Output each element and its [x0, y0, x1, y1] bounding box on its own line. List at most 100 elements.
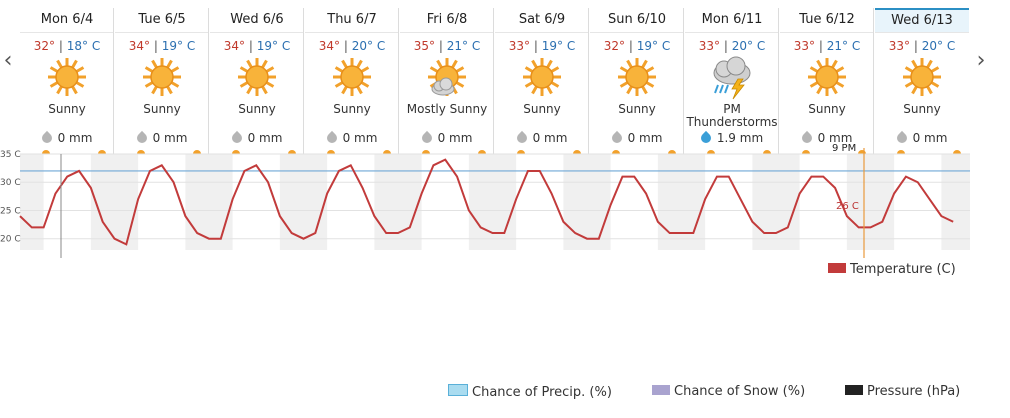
legend-precip[interactable]: Chance of Precip. (%) [448, 384, 612, 400]
legend-pressure[interactable]: Pressure (hPa) [845, 384, 960, 399]
precip-amount: 0 mm [305, 130, 399, 146]
low-temp: 21° C [446, 39, 481, 53]
sunny-icon [305, 53, 399, 103]
sunrise-icon [232, 150, 240, 154]
sunset-icon [953, 150, 961, 154]
day-card[interactable]: Mon 6/4 32° | 18° C Sunny 0 mm [20, 8, 114, 154]
sunny-icon [875, 53, 969, 103]
precip-value: 0 mm [152, 131, 188, 145]
day-date: Sat 6/9 [495, 8, 589, 33]
sunset-icon [383, 150, 391, 154]
day-temps: 33° | 20° C [888, 39, 956, 53]
day-card[interactable]: Wed 6/6 34° | 19° C Sunny 0 mm [210, 8, 304, 154]
condition-text: Sunny [590, 103, 684, 131]
sunset-icon [763, 150, 771, 154]
condition-line: PM [723, 102, 741, 116]
day-date: Tue 6/12 [780, 8, 874, 33]
day-card[interactable]: Tue 6/12 33° | 21° C Sunny 0 mm [780, 8, 874, 154]
condition-text: Sunny [495, 103, 589, 131]
temperature-line [19, 158, 954, 246]
legend-temperature-label: Temperature (C) [850, 262, 956, 277]
prev-button[interactable]: ‹ [1, 48, 15, 73]
condition-text: Sunny [780, 103, 874, 131]
day-card[interactable]: Sun 6/10 32° | 19° C Sunny 0 mm [590, 8, 684, 154]
sunrise-sunset-markers [305, 148, 399, 154]
legend-pressure-swatch [845, 385, 863, 395]
condition-text: Sunny [305, 103, 399, 131]
legend-temperature[interactable]: Temperature (C) [828, 262, 956, 277]
low-temp: 20° C [921, 39, 956, 53]
low-temp: 21° C [826, 39, 861, 53]
high-temp: 32° [33, 39, 56, 53]
low-temp: 20° C [351, 39, 386, 53]
night-band [846, 154, 895, 250]
condition-line: Mostly Sunny [406, 102, 488, 116]
precip-amount: 0 mm [210, 130, 304, 146]
day-date: Tue 6/5 [115, 8, 209, 33]
mostly-sunny-icon [400, 53, 494, 103]
precip-amount: 0 mm [780, 130, 874, 146]
sunny-icon [780, 53, 874, 103]
sunrise-sunset-markers [210, 148, 304, 154]
night-band [563, 154, 611, 250]
precip-value: 0 mm [817, 131, 853, 145]
chevron-right-icon: › [976, 48, 986, 73]
sunset-icon [573, 150, 581, 154]
high-temp: 33° [508, 39, 531, 53]
legend-pressure-label: Pressure (hPa) [867, 384, 961, 399]
sunrise-icon [707, 150, 715, 154]
sunset-icon [478, 150, 486, 154]
sunrise-icon [802, 150, 810, 154]
day-card[interactable]: Sat 6/9 33° | 19° C Sunny 0 mm [495, 8, 589, 154]
sunrise-sunset-markers [780, 148, 874, 154]
high-temp: 34° [128, 39, 151, 53]
condition-text: Sunny [875, 103, 969, 131]
high-temp: 33° [888, 39, 911, 53]
temperature-chart: 35 C30 C25 C20 C100%75%50%25%0%1017.5101… [0, 143, 970, 258]
sunrise-sunset-markers [115, 148, 209, 154]
sunrise-sunset-markers [400, 148, 494, 154]
sunrise-icon [42, 150, 50, 154]
forecast-days-strip: Mon 6/4 32° | 18° C Sunny 0 mm Tue 6/5 34° | … [20, 8, 970, 154]
day-card[interactable]: Mon 6/11 33° | 20° C PM Thunderstorms 1.9 mm [685, 8, 779, 154]
legend-precip-label: Chance of Precip. (%) [472, 385, 612, 400]
night-band [752, 154, 800, 250]
precip-value: 1.9 mm [716, 131, 764, 145]
day-card[interactable]: Wed 6/13 33° | 20° C Sunny 0 mm [875, 8, 969, 154]
precip-amount: 0 mm [590, 130, 684, 146]
day-card[interactable]: Thu 6/7 34° | 20° C Sunny 0 mm [305, 8, 399, 154]
condition-line: Sunny [523, 102, 561, 116]
high-temp: 32° [603, 39, 626, 53]
night-band [20, 154, 44, 250]
thunderstorm-icon [685, 53, 779, 103]
low-temp: 19° C [541, 39, 576, 53]
precip-amount: 0 mm [495, 130, 589, 146]
precip-amount: 0 mm [400, 130, 494, 146]
day-card[interactable]: Tue 6/5 34° | 19° C Sunny 0 mm [115, 8, 209, 154]
cursor-temp-label: 26 C [836, 201, 859, 212]
precip-amount: 0 mm [875, 130, 969, 146]
day-date: Wed 6/13 [875, 8, 969, 33]
day-card[interactable]: Fri 6/8 35° | 21° C Mostly Sunny 0 mm [400, 8, 494, 154]
legend-temperature-swatch [828, 263, 846, 273]
low-temp: 19° C [161, 39, 196, 53]
day-date: Wed 6/6 [210, 8, 304, 33]
sunset-icon [288, 150, 296, 154]
day-temps: 34° | 20° C [318, 39, 386, 53]
sunset-icon [193, 150, 201, 154]
legend-snow[interactable]: Chance of Snow (%) [652, 384, 805, 399]
night-band [185, 154, 233, 250]
condition-line: Sunny [238, 102, 276, 116]
sunrise-icon [422, 150, 430, 154]
day-date: Mon 6/4 [20, 8, 114, 33]
precip-value: 0 mm [57, 131, 93, 145]
sunny-icon [590, 53, 684, 103]
day-temps: 33° | 19° C [508, 39, 576, 53]
next-button[interactable]: › [974, 48, 988, 73]
condition-text: Mostly Sunny [400, 103, 494, 131]
high-temp: 33° [793, 39, 816, 53]
condition-line: Sunny [48, 102, 86, 116]
sunrise-sunset-markers [495, 148, 589, 154]
temp-tick-label: 35 C [0, 150, 21, 160]
low-temp: 18° C [66, 39, 101, 53]
